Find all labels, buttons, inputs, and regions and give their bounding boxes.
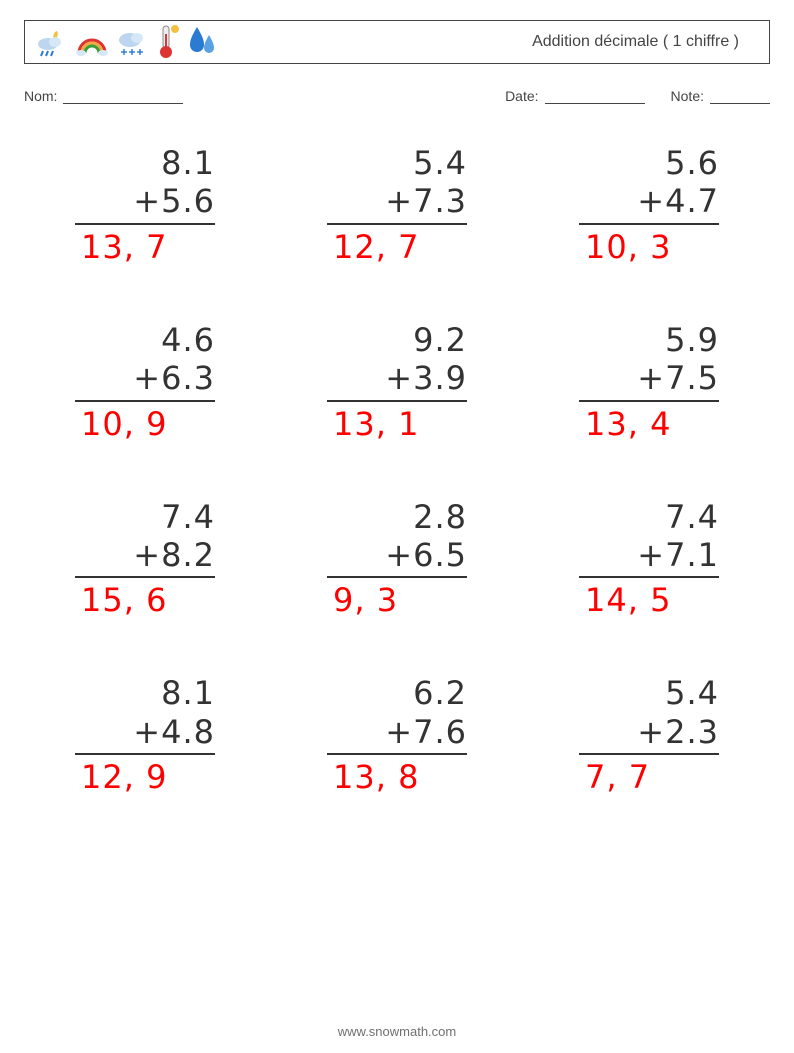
problem: 5.4+2.3 7, 7 [579, 674, 719, 797]
operand-a: 2.8 [327, 498, 467, 536]
operand-a: 6.2 [327, 674, 467, 712]
operand-a: 7.4 [579, 498, 719, 536]
problem: 7.4+7.114, 5 [579, 498, 719, 621]
rainbow-icon [75, 25, 109, 59]
cloud-snow-icon [115, 25, 149, 59]
header-icons [25, 24, 217, 60]
operand-b: +4.7 [579, 182, 719, 224]
operand-a: 8.1 [75, 674, 215, 712]
operand-a: 7.4 [75, 498, 215, 536]
answer: 12, 9 [75, 757, 215, 797]
answer: 10, 3 [579, 227, 719, 267]
operand-b: +7.1 [579, 536, 719, 578]
problem: 5.9+7.513, 4 [579, 321, 719, 444]
problem: 2.8+6.5 9, 3 [327, 498, 467, 621]
problems-grid: 8.1+5.613, 75.4+7.312, 75.6+4.710, 34.6+… [24, 144, 770, 797]
operand-a: 5.4 [579, 674, 719, 712]
answer: 12, 7 [327, 227, 467, 267]
operand-b: +2.3 [579, 713, 719, 755]
operand-a: 4.6 [75, 321, 215, 359]
note-blank[interactable] [710, 89, 770, 104]
name-label: Nom: [24, 88, 57, 104]
footer-url: www.snowmath.com [0, 1024, 794, 1039]
problem: 7.4+8.215, 6 [75, 498, 215, 621]
operand-a: 8.1 [75, 144, 215, 182]
operand-b: +7.6 [327, 713, 467, 755]
operand-b: +8.2 [75, 536, 215, 578]
problem: 6.2+7.613, 8 [327, 674, 467, 797]
note-label: Note: [671, 88, 704, 104]
operand-a: 5.4 [327, 144, 467, 182]
meta-row: Nom: Date: Note: [24, 88, 770, 104]
answer: 7, 7 [579, 757, 719, 797]
cloud-moon-rain-icon [35, 25, 69, 59]
operand-b: +6.5 [327, 536, 467, 578]
worksheet-title: Addition décimale ( 1 chiffre ) [532, 33, 739, 51]
operand-a: 5.9 [579, 321, 719, 359]
answer: 14, 5 [579, 580, 719, 620]
operand-b: +6.3 [75, 359, 215, 401]
operand-a: 5.6 [579, 144, 719, 182]
answer: 15, 6 [75, 580, 215, 620]
water-drops-icon [187, 25, 217, 59]
answer: 10, 9 [75, 404, 215, 444]
operand-b: +7.5 [579, 359, 719, 401]
worksheet-page: Addition décimale ( 1 chiffre ) Nom: Dat… [0, 0, 794, 1053]
header-box: Addition décimale ( 1 chiffre ) [24, 20, 770, 64]
problem: 5.6+4.710, 3 [579, 144, 719, 267]
problem: 8.1+5.613, 7 [75, 144, 215, 267]
answer: 13, 7 [75, 227, 215, 267]
operand-b: +4.8 [75, 713, 215, 755]
operand-b: +7.3 [327, 182, 467, 224]
date-blank[interactable] [545, 89, 645, 104]
answer: 13, 8 [327, 757, 467, 797]
date-label: Date: [505, 88, 538, 104]
operand-b: +3.9 [327, 359, 467, 401]
name-blank[interactable] [63, 89, 183, 104]
answer: 13, 1 [327, 404, 467, 444]
problem: 5.4+7.312, 7 [327, 144, 467, 267]
problem: 4.6+6.310, 9 [75, 321, 215, 444]
operand-b: +5.6 [75, 182, 215, 224]
problem: 8.1+4.812, 9 [75, 674, 215, 797]
answer: 9, 3 [327, 580, 467, 620]
answer: 13, 4 [579, 404, 719, 444]
thermometer-hot-icon [155, 24, 181, 60]
operand-a: 9.2 [327, 321, 467, 359]
problem: 9.2+3.913, 1 [327, 321, 467, 444]
